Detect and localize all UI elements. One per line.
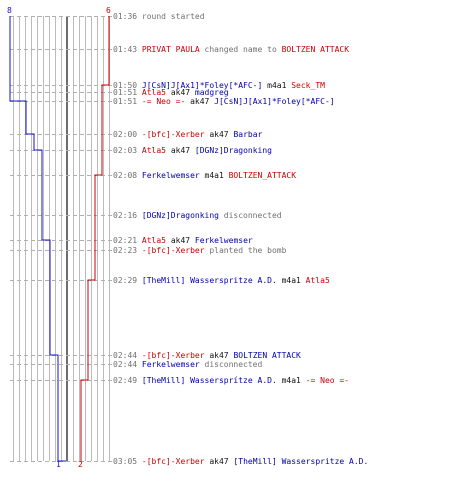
blue-player-name: Ferkelwemser [194,236,253,245]
event-time: 02:03 [113,146,142,155]
event-text: ak47 [166,146,195,155]
event-row: 01:51 -= Neo =- ak47 J[CsN]J[Ax1]*Foley[… [113,97,335,106]
event-row: 02:44 Ferkelwemser disconnected [113,360,262,369]
event-text: m4a1 [276,376,306,385]
event-time: 01:43 [113,45,142,54]
event-text: changed name to [199,45,282,54]
event-time: 02:44 [113,351,142,360]
red-team-alive-line [80,16,110,461]
red-player-name: BOLTZEN_ATTACK [228,171,297,180]
red-player-name: -= Neo =- [141,97,186,106]
event-row: 01:43 PRIVAT PAULA changed name to BOLTZ… [113,45,349,54]
red-player-name: -= Neo =- [305,376,350,385]
event-time: 02:00 [113,130,142,139]
event-time: 02:21 [113,236,142,245]
event-text: ak47 [166,88,195,97]
blue-player-name: [TheMill] Wasserspritze A.D. [141,276,277,285]
red-player-name: Atla5 [141,236,166,245]
event-text: ak47 [166,236,195,245]
red-start-count: 6 [106,6,111,15]
blue-player-name: [TheMill] Wassersprítze A.D. [141,376,277,385]
event-text: planted the bomb [204,246,287,255]
blue-player-name: Barbar [233,130,263,139]
event-time: 02:44 [113,360,142,369]
blue-team-alive-line [9,16,66,462]
blue-player-name: [DGNz]Dragonking [194,146,272,155]
red-player-name: Atla5 [141,146,166,155]
event-text: m4a1 [199,171,229,180]
event-row: 01:36 round started [113,12,205,21]
event-time: 02:08 [113,171,142,180]
red-player-name: PRIVAT PAULA [141,45,200,54]
blue-start-count: 8 [7,6,12,15]
blue-player-name: Ferkelwemser [141,171,200,180]
event-time: 01:51 [113,88,142,97]
event-row: 02:29 [TheMill] Wasserspritze A.D. m4a1 … [113,276,330,285]
event-time: 02:16 [113,211,142,220]
event-row: 03:05 -[bfc]-Xerber ak47 [TheMill] Wasse… [113,457,368,466]
event-time: 03:05 [113,457,142,466]
event-row: 02:23 -[bfc]-Xerber planted the bomb [113,246,286,255]
event-row: 01:50 J[CsN]J[Ax1]*Foley[*AFC-] m4a1 Sec… [113,81,325,90]
event-text: ak47 [204,130,234,139]
event-row: 02:21 Atla5 ak47 Ferkelwemser [113,236,253,245]
event-time: 01:50 [113,81,142,90]
blue-player-name: BOLTZEN ATTACK [233,351,301,360]
red-player-name: Atla5 [141,88,166,97]
event-row: 02:16 [DGNz]Dragonking disconnected [113,211,282,220]
blue-player-name: J[CsN]J[Ax1]*Foley[*AFC-] [214,97,335,106]
blue-player-name: [TheMill] Wasserspritze A.D. [233,457,369,466]
event-time: 02:29 [113,276,142,285]
event-time: 01:36 [113,12,142,21]
red-player-name: Atla5 [305,276,330,285]
event-row: 02:08 Ferkelwemser m4a1 BOLTZEN_ATTACK [113,171,296,180]
red-player-name: -[bfc]-Xerber [141,130,205,139]
event-row: 02:44 -[bfc]-Xerber ak47 BOLTZEN ATTACK [113,351,301,360]
event-row: 02:03 Atla5 ak47 [DGNz]Dragonking [113,146,272,155]
red-player-name: Seck_TM [291,81,325,90]
event-text: m4a1 [262,81,292,90]
event-time: 01:51 [113,97,142,106]
blue-end-count: 1 [56,460,61,469]
event-time: 02:23 [113,246,142,255]
event-time: 02:49 [113,376,142,385]
event-text: m4a1 [276,276,306,285]
event-text: round started [141,12,205,21]
red-player-name: -[bfc]-Xerber [141,457,205,466]
event-text: ak47 [185,97,215,106]
event-text: disconnected [199,360,263,369]
red-end-count: 2 [78,460,83,469]
event-text: disconnected [218,211,282,220]
event-text: ak47 [204,457,234,466]
red-player-name: -[bfc]-Xerber [141,246,205,255]
event-row: 02:00 -[bfc]-Xerber ak47 Barbar [113,130,262,139]
event-row: 01:51 Atla5 ak47 madgreg [113,88,229,97]
red-player-name: BOLTZEN ATTACK [281,45,350,54]
event-text: ak47 [204,351,234,360]
blue-player-name: [DGNz]Dragonking [141,211,219,220]
red-player-name: -[bfc]-Xerber [141,351,205,360]
blue-player-name: J[CsN]J[Ax1]*Foley[*AFC-] [141,81,263,90]
blue-player-name: Ferkelwemser [141,360,200,369]
blue-player-name: madgreg [194,88,229,97]
event-row: 02:49 [TheMill] Wassersprítze A.D. m4a1 … [113,376,349,385]
